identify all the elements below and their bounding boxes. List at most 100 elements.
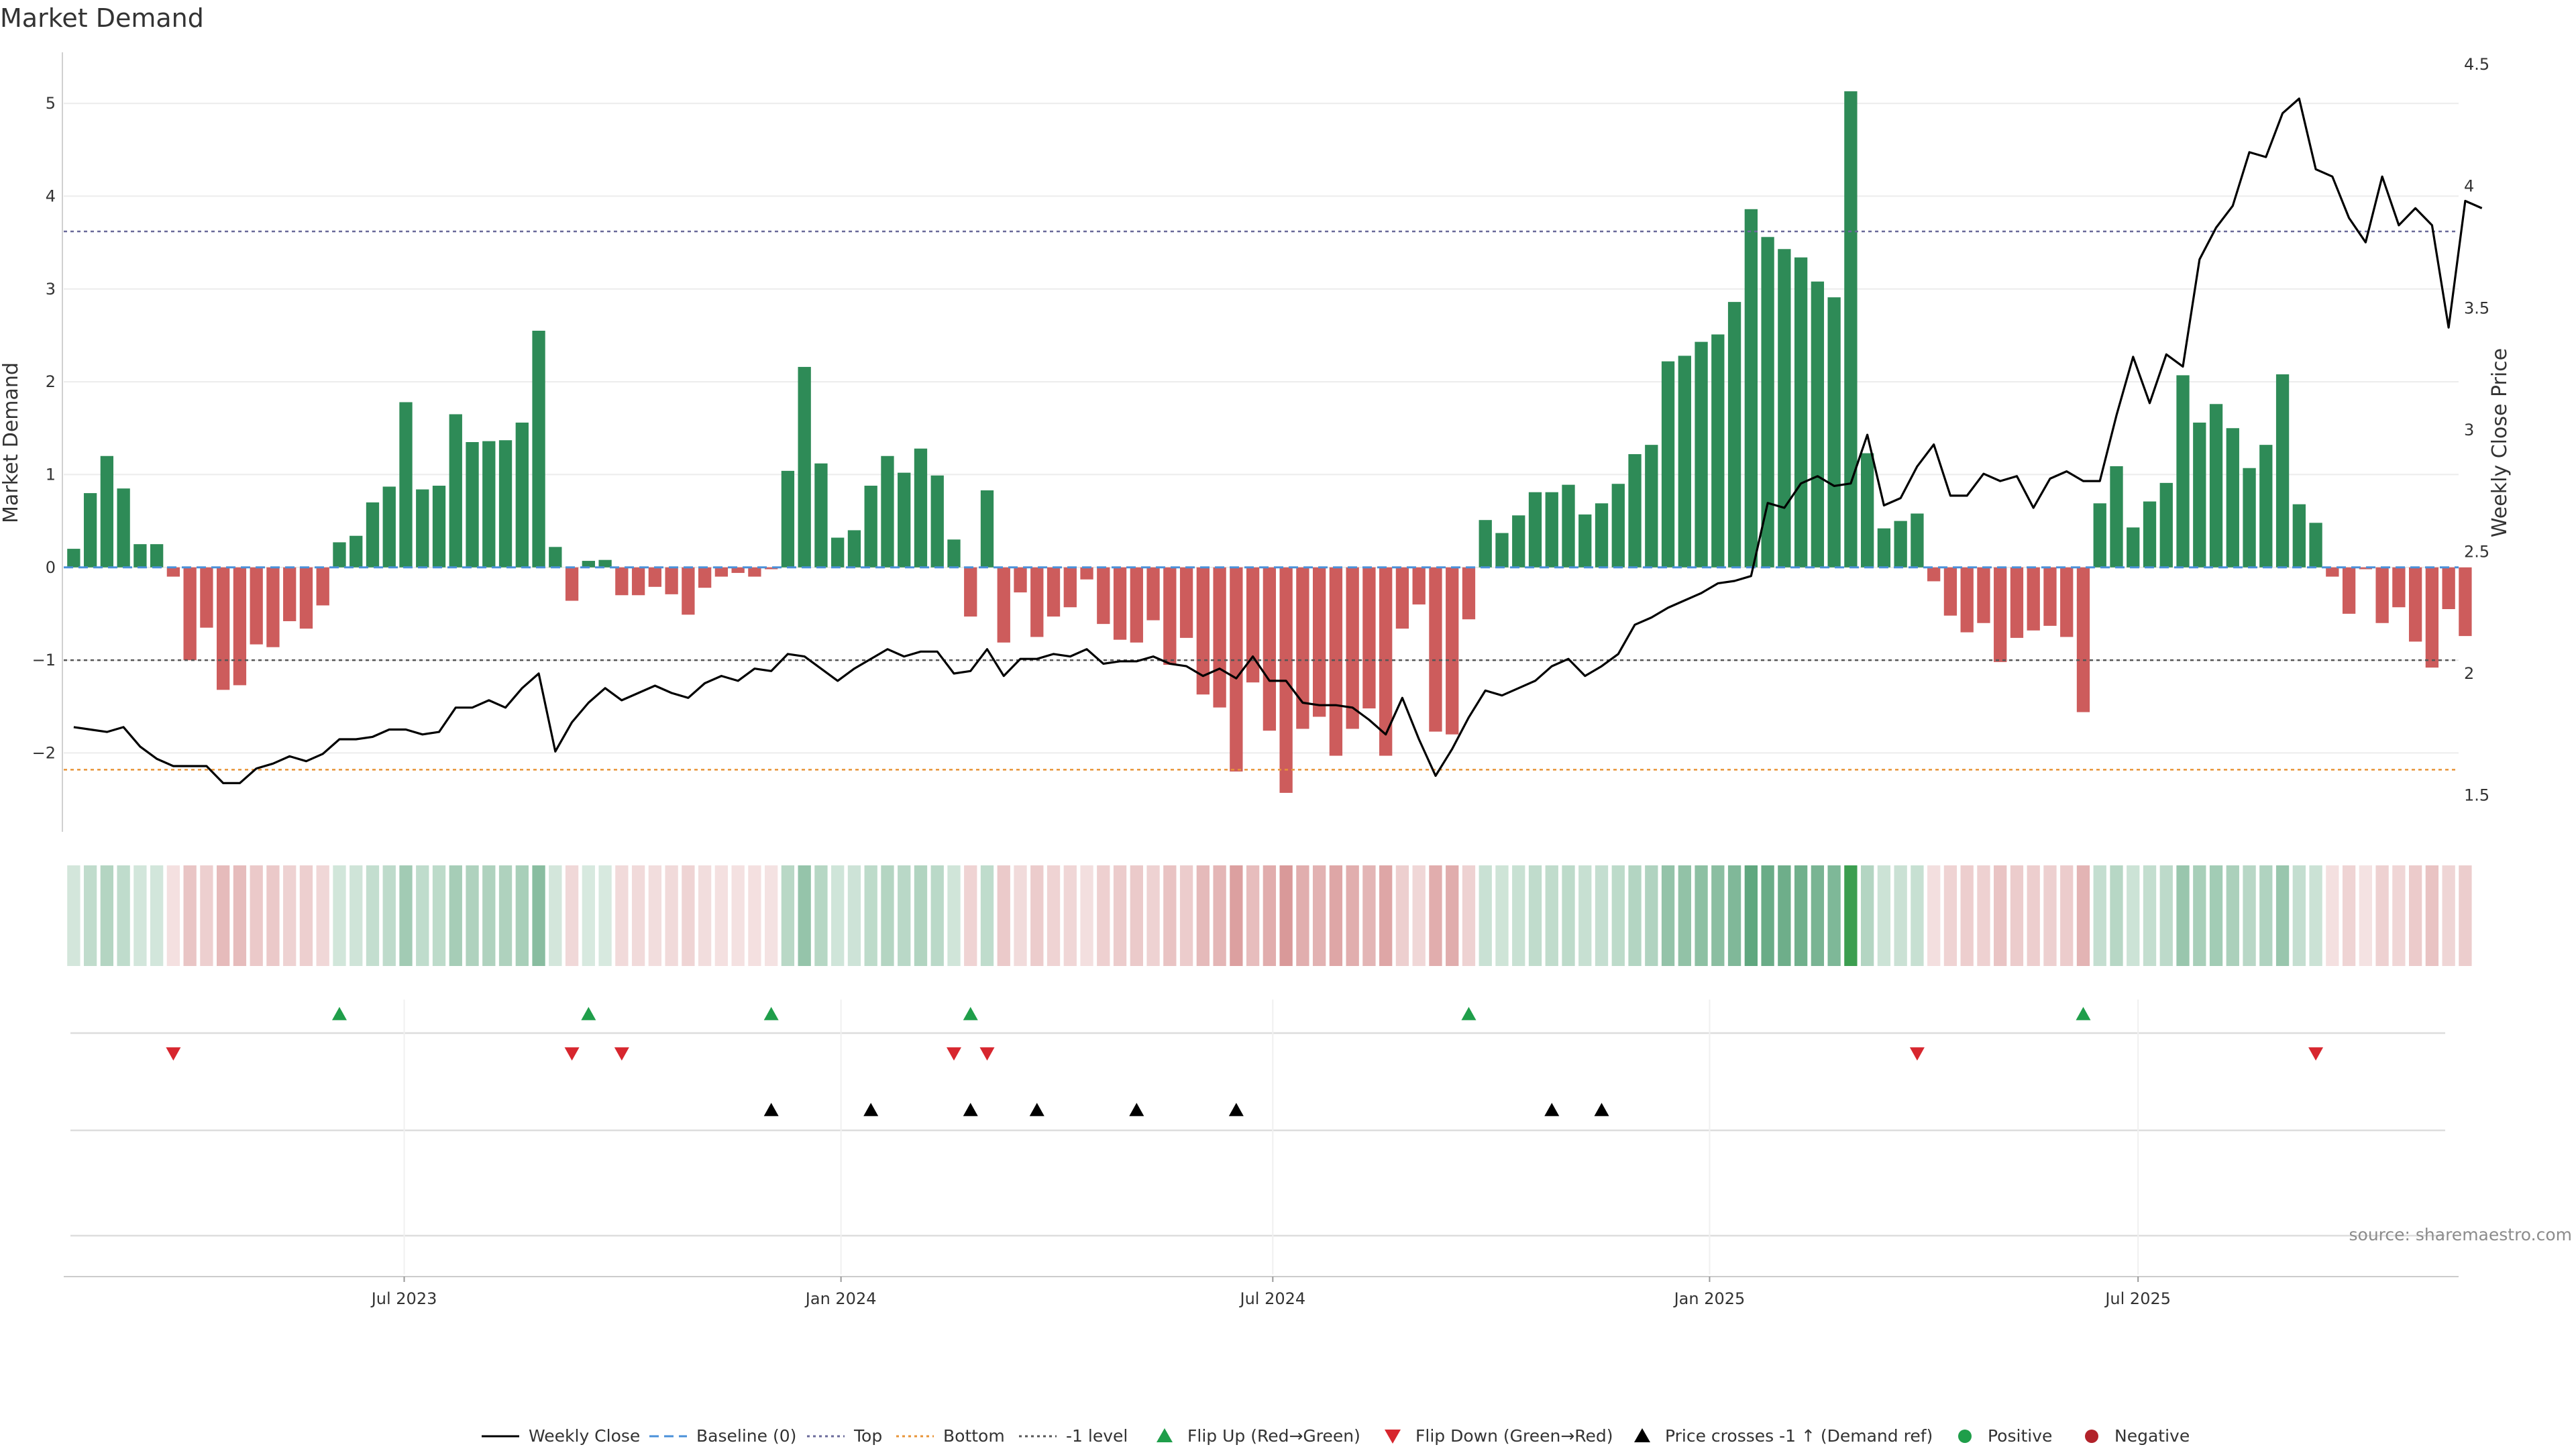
heat-cell [67, 865, 80, 966]
demand-bar [1213, 567, 1226, 708]
heat-cell [1695, 865, 1708, 966]
flip-up-marker [581, 1007, 596, 1020]
demand-bar [250, 567, 263, 645]
demand-bar [449, 414, 462, 568]
demand-bar [814, 463, 828, 568]
demand-bar [1811, 281, 1825, 568]
demand-bar [333, 542, 346, 568]
demand-bar [2275, 374, 2290, 568]
heat-cell [1512, 865, 1525, 966]
heat-cell [2159, 865, 2173, 966]
demand-bar [1778, 249, 1791, 568]
legend-swatch [1958, 1430, 1972, 1443]
demand-bar [366, 502, 380, 568]
demand-bar [2292, 504, 2306, 568]
heat-cell [1994, 865, 2007, 966]
heat-cell [1827, 865, 1841, 966]
demand-bar [1146, 567, 1160, 621]
heat-cell [466, 865, 479, 966]
legend-label: Price crosses -1 ↑ (Demand ref) [1665, 1426, 1933, 1446]
heat-cell [898, 865, 911, 966]
demand-bar [1030, 567, 1044, 637]
heat-cell [2459, 865, 2472, 966]
heat-cell [1030, 865, 1044, 966]
heat-cell [1678, 865, 1691, 966]
demand-bar [432, 486, 446, 568]
heat-cell [1395, 865, 1409, 966]
heat-cell [1296, 865, 1309, 966]
heat-cell [2375, 865, 2389, 966]
heat-cell [814, 865, 828, 966]
demand-bar [532, 331, 545, 568]
heat-cell [582, 865, 595, 966]
y2-tick-label: 2.5 [2464, 542, 2489, 561]
legend-swatch [1634, 1428, 1650, 1442]
source-note: source: sharemaestro.com [2349, 1225, 2573, 1244]
demand-bar [1827, 297, 1841, 568]
heat-cell [183, 865, 197, 966]
heat-cell [1263, 865, 1277, 966]
heat-cell [100, 865, 114, 966]
demand-bar [2359, 567, 2373, 570]
heat-cell [1595, 865, 1609, 966]
demand-bar [2043, 567, 2057, 626]
heat-cell [1578, 865, 1592, 966]
heat-cell [382, 865, 396, 966]
y-axis-label: Market Demand [0, 362, 23, 523]
heat-cell [233, 865, 247, 966]
grid-layer [64, 103, 2459, 754]
heat-cell [2408, 865, 2422, 966]
heat-cell [217, 865, 230, 966]
heat-cell [714, 865, 729, 966]
flip-up-marker [2076, 1007, 2091, 1020]
heat-cell [2326, 865, 2339, 966]
chart-title: Market Demand [0, 3, 204, 33]
demand-bar [1412, 567, 1426, 605]
demand-bar [2060, 567, 2074, 637]
heat-cell [1611, 865, 1625, 966]
flip-down-marker [1909, 1047, 1925, 1061]
demand-bar [2110, 466, 2123, 568]
demand-bar [1263, 567, 1277, 731]
demand-bar [83, 493, 97, 568]
demand-bar [698, 567, 712, 588]
demand-bar [682, 567, 695, 615]
demand-bar [100, 455, 114, 568]
demand-bar [233, 567, 247, 686]
x-tick-label: Jan 2025 [1673, 1289, 1746, 1308]
legend-label: Top [853, 1426, 882, 1446]
demand-bar [582, 561, 595, 568]
y-tick-label: 1 [46, 465, 56, 484]
legend-label: Bottom [943, 1426, 1005, 1446]
flip-down-marker [946, 1047, 961, 1061]
heat-cell [333, 865, 346, 966]
demand-bar [1727, 302, 1741, 568]
demand-bar [183, 567, 197, 661]
heat-cell [2442, 865, 2455, 966]
flip-up-marker [331, 1007, 347, 1020]
demand-bar [831, 537, 845, 568]
demand-bar [731, 567, 745, 574]
heat-cell [250, 865, 263, 966]
heat-cell [2076, 865, 2090, 966]
y-tick-label: 0 [46, 558, 56, 577]
demand-bar [2309, 523, 2322, 568]
heat-cell [1661, 865, 1675, 966]
heat-cell [2027, 865, 2040, 966]
y2-tick-label: 3 [2464, 421, 2474, 439]
demand-bar [1346, 567, 1359, 729]
demand-bar [2392, 567, 2406, 608]
demand-bar [1329, 567, 1343, 756]
demand-bar [1528, 492, 1542, 568]
heat-cell [1014, 865, 1027, 966]
heat-cell [631, 865, 645, 966]
demand-bar [482, 441, 496, 568]
demand-bar [1711, 334, 1725, 568]
heat-cell [350, 865, 363, 966]
heat-cell [1844, 865, 1858, 966]
demand-bar [399, 402, 413, 568]
heat-cell [1528, 865, 1542, 966]
demand-bar [648, 567, 662, 587]
flip-up-marker [763, 1007, 779, 1020]
demand-bar [1046, 567, 1061, 617]
